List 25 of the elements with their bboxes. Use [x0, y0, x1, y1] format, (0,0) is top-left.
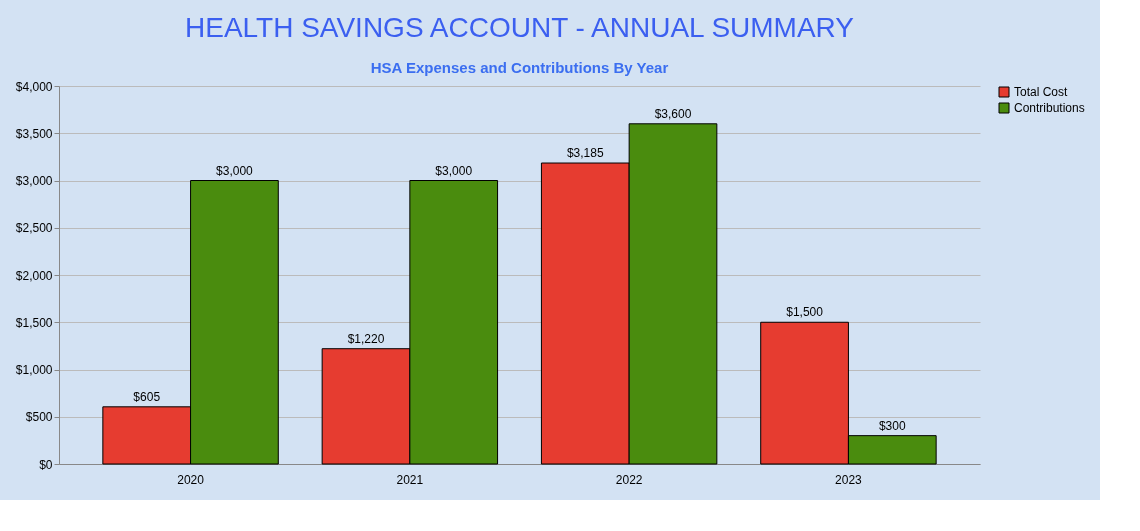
y-tick-label: $1,000: [15, 363, 53, 377]
y-tick-label: $2,500: [15, 221, 53, 236]
data-label: $3,600: [654, 106, 692, 121]
chart-subtitle: HSA Expenses and Contributions By Year: [370, 59, 669, 76]
y-tick-label: $1,500: [15, 315, 53, 330]
x-tick-label: 2022: [615, 472, 643, 487]
y-tick-label: $3,500: [15, 126, 53, 141]
legend-label: Total Cost: [1014, 85, 1069, 99]
data-label: $1,220: [347, 331, 385, 346]
y-tick-label: $500: [25, 410, 53, 425]
data-label: $300: [878, 418, 906, 433]
legend-label: Contributions: [1014, 101, 1085, 115]
data-label: $605: [133, 389, 161, 404]
chart-title: HEALTH SAVINGS ACCOUNT - ANNUAL SUMMARY: [184, 12, 855, 43]
y-tick-label: $4,000: [15, 79, 53, 94]
data-label: $3,000: [216, 163, 254, 178]
x-tick-label: 2020: [177, 472, 205, 487]
data-label: $1,500: [786, 305, 824, 320]
y-tick-label: $3,000: [15, 174, 53, 188]
y-tick-label: $2,000: [15, 268, 53, 283]
x-tick-label: 2021: [396, 472, 424, 487]
data-label: $3,000: [435, 163, 473, 178]
y-tick-label: $0: [39, 457, 53, 472]
x-tick-label: 2023: [835, 472, 863, 487]
data-label: $3,185: [566, 146, 604, 161]
